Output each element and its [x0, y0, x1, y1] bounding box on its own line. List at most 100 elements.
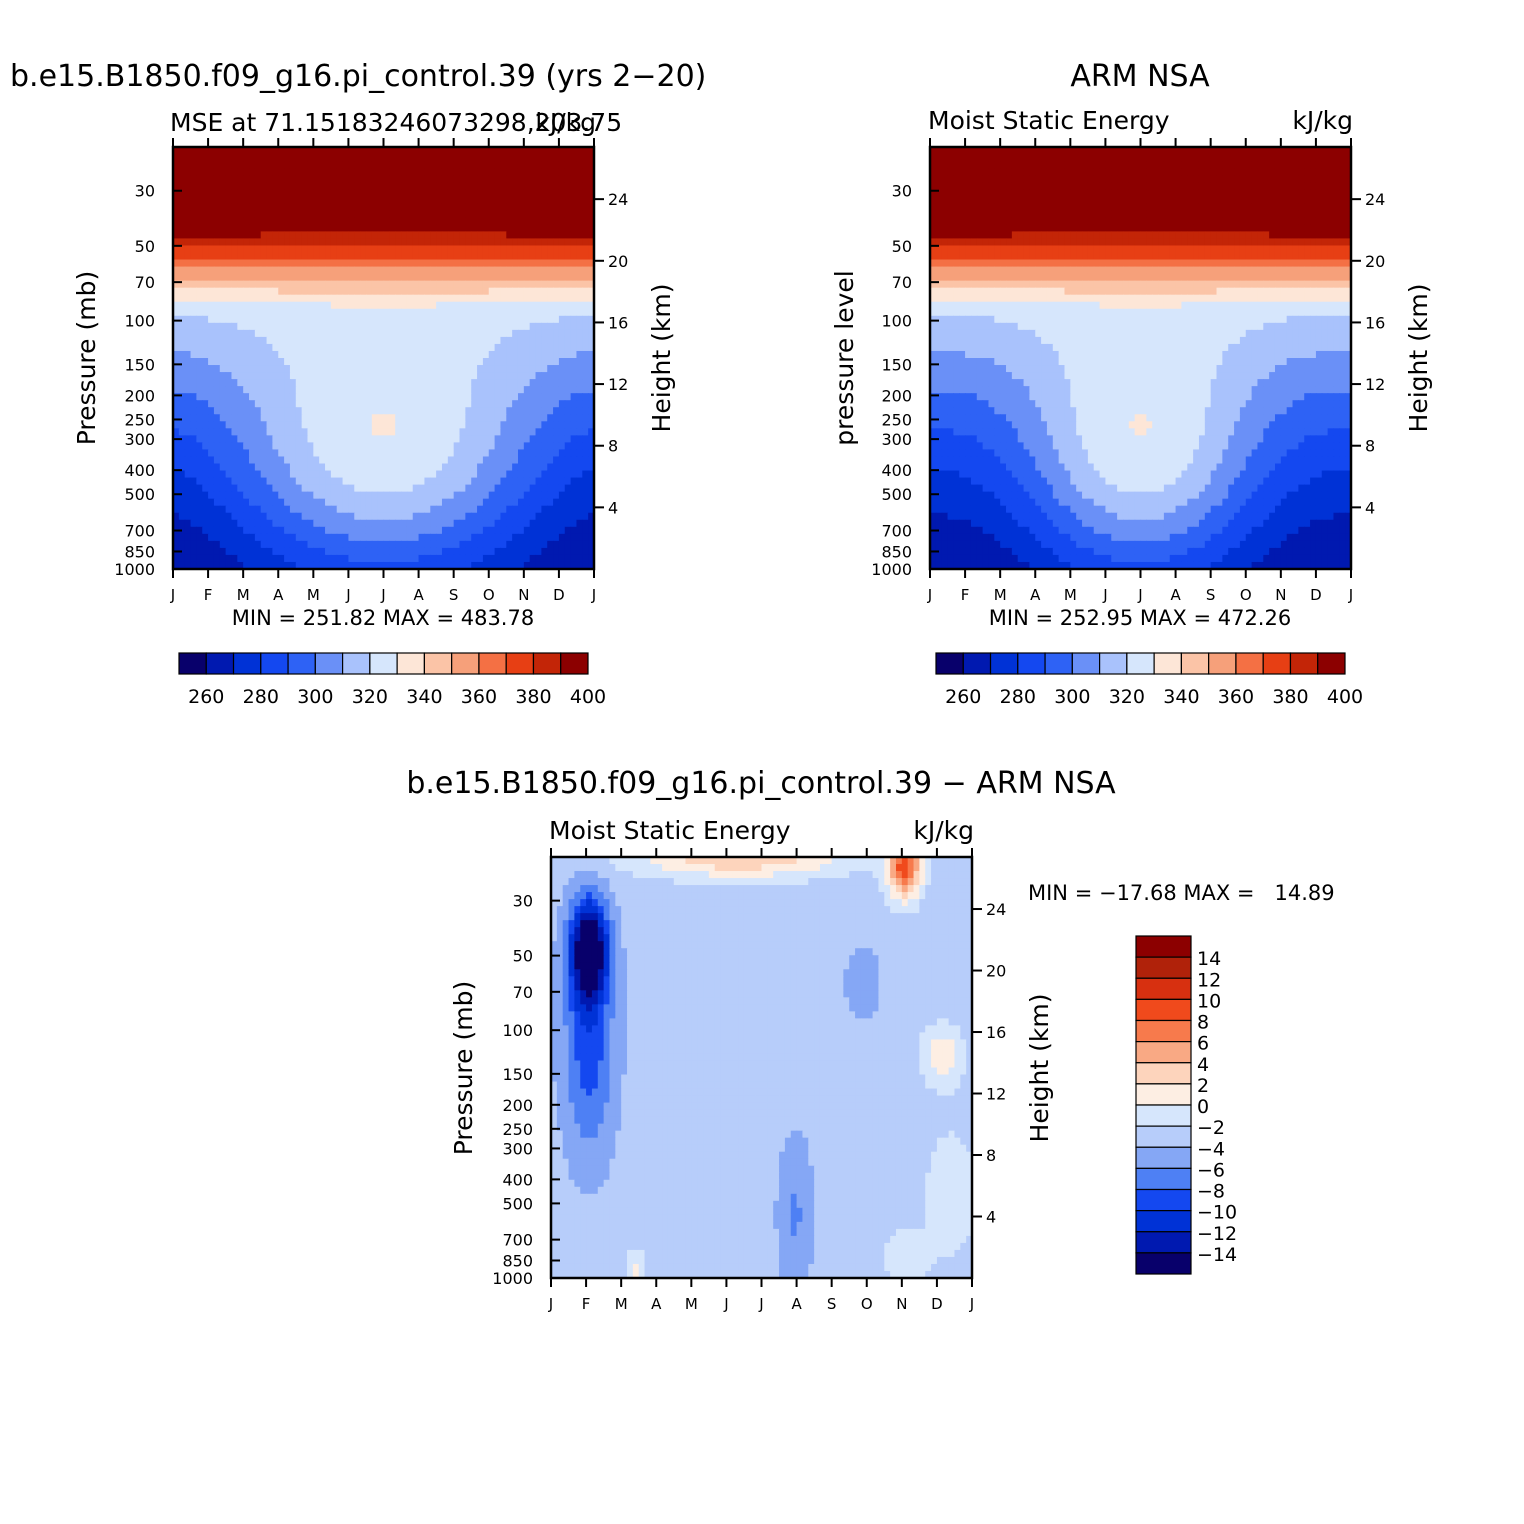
model-field-cell [564, 372, 572, 380]
model-field-cell [506, 287, 513, 296]
model-field-cell [412, 428, 420, 436]
model-field-cell [208, 189, 215, 197]
model-field-cell [424, 252, 431, 261]
model-field-cell [588, 540, 594, 549]
model-field-cell [535, 470, 542, 479]
model-field-cell [465, 259, 472, 268]
model-field-cell [547, 322, 554, 331]
model-field-cell [196, 301, 203, 310]
model-field-cell [330, 336, 338, 345]
model-field-cell [582, 301, 589, 310]
model-field-cell [453, 372, 461, 380]
model-field-cell [570, 365, 578, 373]
model-field-cell [523, 561, 531, 569]
model-field-cell [412, 442, 420, 451]
obs-field-cell [1315, 175, 1323, 183]
model-field-cell [401, 147, 408, 155]
model-field-cell [365, 449, 373, 458]
model-field-cell [184, 287, 192, 296]
model-field-cell [348, 477, 355, 486]
model-field-cell [231, 512, 238, 521]
model-field-cell [178, 428, 186, 436]
model-field-cell [213, 561, 221, 569]
obs-field-cell [1251, 196, 1259, 204]
model-field-cell [576, 400, 583, 408]
model-field-cell [330, 512, 338, 521]
model-field-cell [500, 196, 507, 204]
model-field-cell [506, 442, 513, 451]
model-field-cell [213, 421, 221, 429]
model-field-cell [418, 407, 426, 415]
model-field-cell [488, 470, 496, 479]
obs-field-cell [1304, 154, 1311, 162]
obs-field-cell [1181, 182, 1188, 190]
obs-field-cell [1011, 168, 1019, 176]
model-field-cell [547, 505, 554, 514]
model-field-cell [237, 379, 244, 387]
model-field-cell [254, 407, 262, 415]
model-field-cell [588, 365, 594, 373]
obs-field-cell [1134, 161, 1142, 169]
model-field-cell [430, 400, 437, 408]
model-field-cell [523, 393, 531, 401]
obs-field-cell [1345, 196, 1351, 204]
model-field-cell [278, 386, 285, 394]
model-field-cell [173, 238, 180, 247]
model-field-cell [336, 358, 344, 366]
model-field-cell [348, 470, 355, 479]
model-field-cell [482, 217, 490, 225]
model-field-cell [196, 259, 203, 268]
model-field-cell [459, 484, 466, 493]
model-field-cell [512, 315, 519, 324]
model-field-cell [412, 561, 420, 569]
model-field-cell [284, 477, 291, 486]
model-field-cell [354, 449, 361, 458]
model-field-cell [430, 442, 437, 451]
model-field-cell [441, 245, 449, 254]
model-field-cell [260, 400, 268, 408]
obs-field-cell [965, 154, 972, 162]
model-field-cell [208, 273, 215, 282]
obs-field-cell [1169, 154, 1177, 162]
model-field-cell [354, 526, 361, 535]
model-field-cell [436, 407, 443, 415]
model-field-cell [208, 154, 215, 162]
model-field-cell [406, 414, 414, 422]
obs-field-cell [1046, 154, 1054, 162]
model-field-cell [582, 477, 589, 486]
model-field-cell [266, 449, 274, 458]
model-field-cell [231, 308, 238, 317]
model-field-cell [383, 407, 390, 415]
model-field-cell [471, 147, 478, 155]
model-field-cell [266, 336, 274, 345]
model-field-cell [564, 217, 572, 225]
model-field-cell [477, 182, 484, 190]
model-field-cell [512, 372, 519, 380]
model-field-cell [453, 470, 461, 479]
model-field-cell [517, 203, 525, 211]
model-field-cell [547, 365, 554, 373]
model-field-cell [424, 210, 431, 218]
obs-field-cell [1006, 161, 1013, 169]
model-field-cell [576, 350, 583, 359]
model-field-cell [500, 554, 507, 563]
model-field-cell [570, 196, 578, 204]
model-field-cell [517, 168, 525, 176]
obs-field-cell [1269, 189, 1276, 197]
model-field-cell [576, 231, 583, 240]
model-field-cell [441, 189, 449, 197]
model-field-cell [558, 168, 566, 176]
model-field-cell [284, 245, 291, 254]
model-field-cell [558, 533, 566, 542]
model-field-cell [430, 484, 437, 493]
model-field-cell [424, 449, 431, 458]
obs-field-cell [1064, 147, 1071, 155]
model-field-cell [360, 393, 367, 401]
model-field-cell [465, 196, 472, 204]
obs-field-cell [1269, 168, 1276, 176]
model-field-cell [208, 428, 215, 436]
model-field-cell [424, 526, 431, 535]
model-field-cell [254, 315, 262, 324]
model-field-cell [436, 442, 443, 451]
model-field-cell [453, 217, 461, 225]
